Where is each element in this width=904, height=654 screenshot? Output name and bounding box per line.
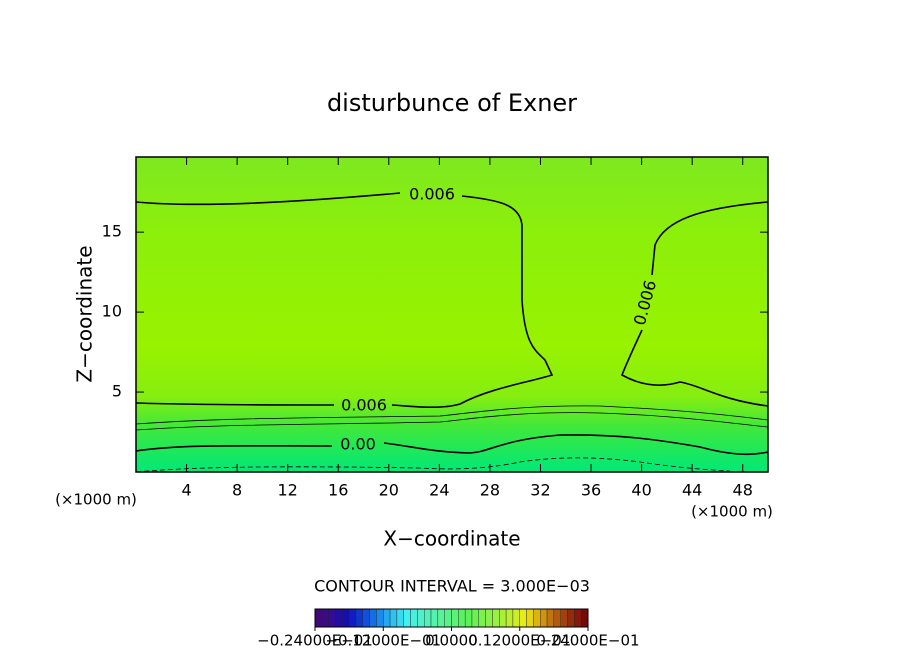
y-tick-label: 15	[102, 222, 122, 241]
x-tick-label: 24	[429, 481, 449, 500]
colorbar-cell	[471, 608, 480, 628]
colorbar-cell	[437, 608, 445, 628]
colorbar-cell	[430, 608, 439, 628]
y-unit: (×1000 m)	[55, 491, 137, 509]
colorbar-cell	[321, 608, 329, 628]
colorbar-cell	[444, 608, 452, 628]
colorbar-cell	[519, 608, 527, 628]
colorbar-cell	[376, 608, 384, 628]
y-axis-label: Z−coordinate	[73, 245, 97, 382]
colorbar-cell	[342, 608, 350, 628]
colorbar-cell	[451, 608, 459, 628]
colorbar-cell	[485, 608, 493, 628]
colorbar-cell	[574, 608, 582, 628]
colorbar-cell	[492, 608, 500, 628]
colorbar-cell	[417, 608, 425, 628]
colorbar-cell	[389, 608, 398, 628]
colorbar-cell	[478, 608, 486, 628]
colorbar-tick-label: 0.0000	[425, 632, 478, 650]
x-unit: (×1000 m)	[691, 503, 773, 521]
contour-line	[135, 434, 769, 456]
contour-line	[620, 201, 769, 407]
x-tick-label: 12	[278, 481, 298, 500]
contour-label: 0.006	[341, 396, 387, 415]
contour-label: 0.00	[340, 435, 376, 454]
colorbar-cell	[362, 608, 370, 628]
x-tick-label: 44	[682, 481, 702, 500]
colorbar-tick-label: 0.24000E−01	[536, 632, 639, 650]
colorbar-cell	[512, 608, 520, 628]
x-tick-label: 32	[530, 481, 550, 500]
contour-line	[135, 457, 731, 473]
x-axis-label: X−coordinate	[383, 527, 520, 551]
y-tick-label: 10	[102, 302, 122, 321]
colorbar-cell	[560, 608, 568, 628]
colorbar-cell	[328, 608, 336, 628]
contour-interval: CONTOUR INTERVAL = 3.000E−03	[314, 577, 590, 596]
colorbar-cell	[424, 608, 432, 628]
colorbar-cell	[348, 608, 357, 628]
colorbar-cell	[403, 608, 411, 628]
colorbar-cell	[369, 608, 377, 628]
colorbar	[314, 608, 589, 628]
colorbar-cell	[458, 608, 466, 628]
contour-label: 0.006	[409, 185, 455, 204]
x-tick-label: 4	[181, 481, 191, 500]
colorbar-cell	[546, 608, 555, 628]
colorbar-cell	[314, 608, 323, 628]
colorbar-tick-label: −0.12000E−01	[325, 632, 441, 650]
x-tick-label: 8	[232, 481, 242, 500]
colorbar-tick-label: 0.12000E−01	[468, 632, 571, 650]
colorbar-cell	[580, 608, 589, 628]
colorbar-cell	[335, 608, 343, 628]
colorbar-cell	[396, 608, 404, 628]
x-tick-label: 48	[733, 481, 753, 500]
x-tick-label: 40	[631, 481, 651, 500]
colorbar-cell	[505, 608, 514, 628]
contour-line	[135, 412, 769, 431]
colorbar-cell	[553, 608, 561, 628]
colorbar-cell	[567, 608, 575, 628]
colorbar-cell	[540, 608, 548, 628]
colorbar-cell	[526, 608, 534, 628]
chart-title: disturbunce of Exner	[327, 89, 577, 117]
x-tick-label: 36	[581, 481, 601, 500]
x-tick-label: 20	[379, 481, 399, 500]
contour-line	[135, 405, 769, 425]
x-tick-label: 28	[480, 481, 500, 500]
colorbar-cell	[383, 608, 391, 628]
colorbar-cell	[499, 608, 507, 628]
colorbar-tick-label: −0.24000E−01	[257, 632, 373, 650]
contour-line	[135, 192, 554, 409]
contour-lines	[135, 192, 769, 473]
plot-frame	[135, 156, 769, 473]
x-tick-label: 16	[328, 481, 348, 500]
colorbar-cell	[533, 608, 541, 628]
colorbar-cell	[410, 608, 418, 628]
y-tick-label: 5	[112, 382, 122, 401]
colorbar-cell	[464, 608, 473, 628]
colorbar-cell	[355, 608, 363, 628]
